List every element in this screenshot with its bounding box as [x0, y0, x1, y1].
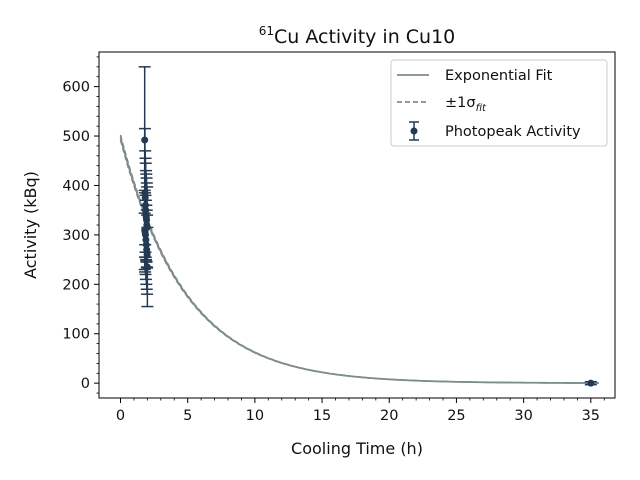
x-axis-label: Cooling Time (h) [291, 439, 423, 458]
fit-line [119, 137, 599, 384]
x-tick-label: 15 [313, 408, 331, 424]
x-tick-label: 0 [116, 408, 125, 424]
y-tick-label: 400 [62, 178, 90, 194]
chart-title-main: Cu Activity in Cu10 [274, 26, 455, 48]
x-tick-label: 10 [246, 408, 264, 424]
legend-box [390, 59, 608, 147]
data-point [143, 263, 151, 271]
y-tick-label: 100 [62, 327, 90, 343]
chart-title: 61Cu Activity in Cu10 [259, 24, 456, 48]
y-tick-label: 0 [81, 376, 90, 392]
x-tick-label: 30 [514, 408, 532, 424]
legend-fit-label: Exponential Fit [445, 68, 553, 84]
x-axis-ticks: 0 5 10 15 20 25 30 35 [116, 398, 605, 424]
legend: Exponential Fit ±1σfit Photopeak Activit… [390, 59, 608, 147]
data-point [587, 379, 595, 387]
y-axis-ticks: 0 100 200 300 400 500 600 [62, 56, 99, 394]
legend-band-label-sub: fit [476, 103, 487, 114]
y-axis-label: Activity (kBq) [21, 171, 40, 279]
legend-band-label: ±1σfit [445, 95, 487, 114]
x-tick-label: 20 [380, 408, 398, 424]
x-tick-label: 5 [183, 408, 192, 424]
legend-points-swatch [409, 121, 419, 141]
y-tick-label: 300 [62, 228, 90, 244]
y-tick-label: 500 [62, 129, 90, 145]
x-tick-label: 35 [582, 408, 600, 424]
y-tick-label: 600 [62, 80, 90, 96]
data-point-group [141, 226, 154, 308]
chart-title-superscript: 61 [259, 24, 274, 38]
legend-band-label-main: ±1σ [445, 95, 476, 111]
data-layer [119, 66, 599, 387]
legend-points-label: Photopeak Activity [445, 124, 581, 140]
y-tick-label: 200 [62, 277, 90, 293]
x-tick-label: 25 [447, 408, 465, 424]
data-point-group [584, 379, 597, 387]
